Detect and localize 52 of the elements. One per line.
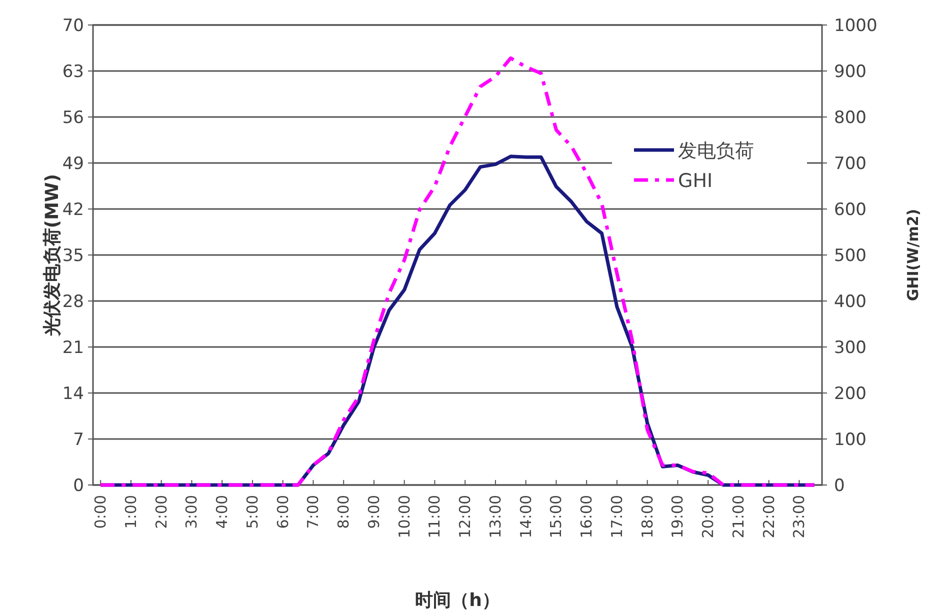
x-tick-label: 2:00 xyxy=(152,495,170,529)
x-tick-label: 3:00 xyxy=(182,495,201,529)
y2-tick-label: 600 xyxy=(834,200,866,220)
x-tick-label: 23:00 xyxy=(790,495,808,538)
y-tick-label: 0 xyxy=(73,476,84,496)
y-tick-label: 42 xyxy=(62,200,84,220)
legend-label: GHI xyxy=(678,170,713,192)
x-tick-label: 11:00 xyxy=(426,495,444,538)
x-tick-label: 4:00 xyxy=(213,495,232,529)
line-series xyxy=(98,56,816,487)
y-tick-label: 21 xyxy=(62,338,84,358)
y2-tick-label: 700 xyxy=(834,154,866,174)
legend-label: 发电负荷 xyxy=(678,140,754,162)
y-axis-title: 光伏发电负荷(MW) xyxy=(42,174,63,338)
y2-tick-label: 900 xyxy=(834,62,866,82)
x-tick-label: 8:00 xyxy=(334,495,353,529)
x-tick-label: 19:00 xyxy=(668,495,687,538)
x-tick-label: 21:00 xyxy=(729,495,748,538)
y-tick-label: 63 xyxy=(62,62,84,82)
x-tick-label: 14:00 xyxy=(516,495,535,538)
y2-tick-label: 400 xyxy=(834,292,866,312)
x-tick-label: 0:00 xyxy=(92,495,110,529)
y2-tick-label: 200 xyxy=(834,384,866,404)
x-axis-title: 时间（h） xyxy=(415,590,500,611)
x-tick-label: 10:00 xyxy=(395,495,414,538)
y2-tick-label: 800 xyxy=(834,108,866,128)
x-tick-label: 15:00 xyxy=(547,495,566,538)
x-tick-label: 7:00 xyxy=(304,495,322,529)
y2-axis-title: GHI(W/m2) xyxy=(904,208,922,302)
y-tick-label: 70 xyxy=(62,16,84,36)
x-tick-label: 18:00 xyxy=(638,495,656,538)
y-tick-label: 14 xyxy=(62,384,84,404)
x-tick-label: 13:00 xyxy=(486,495,504,538)
y-tick-label: 35 xyxy=(62,246,84,266)
x-tick-label: 22:00 xyxy=(760,495,778,538)
y-tick-label: 56 xyxy=(62,108,84,128)
y-tick-label: 7 xyxy=(73,430,84,450)
y2-tick-label: 300 xyxy=(834,338,866,358)
x-tick-label: 6:00 xyxy=(274,495,292,529)
y-tick-label: 28 xyxy=(62,292,84,312)
x-tick-label: 5:00 xyxy=(243,495,262,529)
x-tick-label: 12:00 xyxy=(456,495,474,538)
y2-tick-label: 500 xyxy=(834,246,866,266)
y2-tick-label: 100 xyxy=(834,430,866,450)
y2-tick-label: 1000 xyxy=(834,16,878,36)
y-tick-label: 49 xyxy=(62,154,84,174)
x-tick-label: 16:00 xyxy=(578,495,596,538)
x-tick-label: 1:00 xyxy=(122,495,140,529)
x-tick-label: 9:00 xyxy=(364,495,383,529)
x-tick-label: 17:00 xyxy=(608,495,626,538)
y2-tick-label: 0 xyxy=(834,476,845,496)
x-tick-label: 20:00 xyxy=(699,495,718,538)
